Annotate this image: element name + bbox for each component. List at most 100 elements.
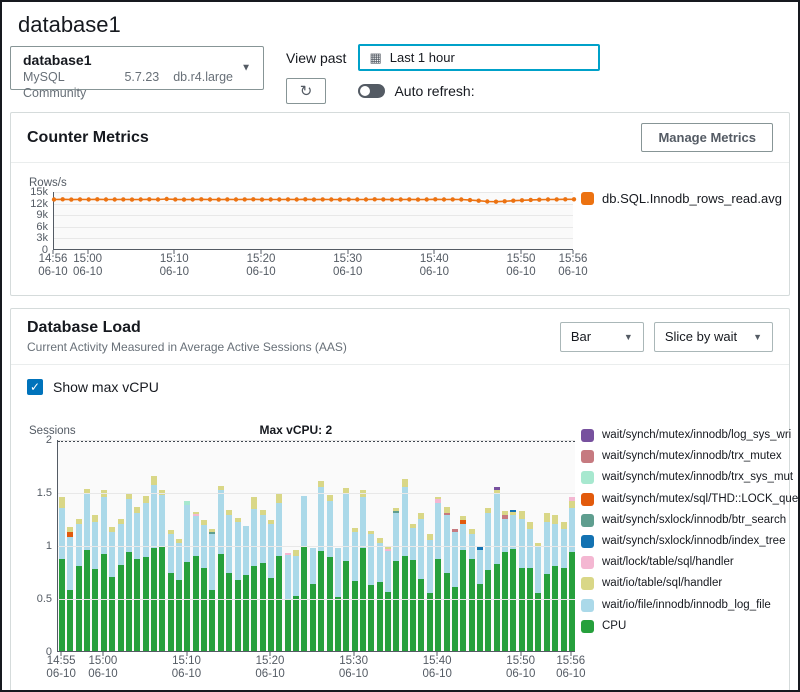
load-bar[interactable]: [402, 479, 408, 651]
legend-item[interactable]: wait/io/file/innodb/innodb_log_file: [581, 595, 785, 616]
load-bar[interactable]: [343, 488, 349, 651]
load-bar[interactable]: [485, 508, 491, 651]
database-selector-dropdown[interactable]: database1 MySQL Community 5.7.23 db.r4.l…: [10, 46, 264, 90]
legend-item[interactable]: wait/synch/mutex/innodb/log_sys_wri: [581, 425, 785, 446]
load-bar[interactable]: [293, 550, 299, 651]
bar-segment-cpu: [118, 565, 124, 651]
load-bar[interactable]: [360, 490, 366, 651]
load-bar[interactable]: [118, 519, 124, 651]
load-bar[interactable]: [92, 515, 98, 651]
y-tick-label: 9k: [36, 209, 48, 221]
show-max-vcpu-row: ✓ Show max vCPU: [11, 365, 789, 405]
auto-refresh-toggle[interactable]: [358, 84, 385, 98]
gridline: [58, 546, 575, 547]
load-bar[interactable]: [276, 494, 282, 651]
load-bar[interactable]: [544, 513, 550, 651]
load-bar[interactable]: [151, 476, 157, 651]
load-bar[interactable]: [418, 513, 424, 651]
bar-segment-cpu: [260, 563, 266, 651]
load-bar[interactable]: [176, 539, 182, 651]
legend-swatch: [581, 493, 594, 506]
bar-segment-cpu: [109, 577, 115, 651]
load-bar[interactable]: [519, 511, 525, 651]
load-bar[interactable]: [101, 490, 107, 651]
legend-item[interactable]: wait/synch/mutex/innodb/trx_mutex: [581, 446, 785, 467]
legend-item[interactable]: wait/synch/mutex/innodb/trx_sys_mut: [581, 467, 785, 488]
bar-segment-io_file: [435, 503, 441, 559]
load-bar[interactable]: [410, 524, 416, 651]
load-bar[interactable]: [143, 496, 149, 651]
load-bar[interactable]: [251, 497, 257, 651]
refresh-button[interactable]: ↻: [286, 78, 326, 104]
show-max-vcpu-checkbox[interactable]: ✓: [27, 379, 43, 395]
load-bar[interactable]: [393, 508, 399, 651]
load-bar[interactable]: [327, 495, 333, 651]
bar-segment-io_file: [343, 494, 349, 561]
counter-chart-area: Rows/s 15k12k9k6k3k0 14:5606-1015:0006-1…: [11, 163, 789, 295]
load-bar[interactable]: [435, 497, 441, 651]
load-bar[interactable]: [268, 520, 274, 651]
bar-segment-io_file: [176, 543, 182, 580]
load-bar[interactable]: [452, 529, 458, 651]
database-engine: MySQL Community: [23, 69, 110, 101]
load-bar[interactable]: [502, 511, 508, 651]
legend-swatch: [581, 450, 594, 463]
legend-item[interactable]: wait/synch/sxlock/innodb/index_tree: [581, 531, 785, 552]
time-range-value: Last 1 hour: [390, 50, 455, 65]
load-bar[interactable]: [494, 487, 500, 651]
bar-segment-cpu: [318, 551, 324, 651]
load-bar[interactable]: [168, 530, 174, 651]
counter-y-axis-title: Rows/s: [29, 177, 573, 189]
load-bar[interactable]: [201, 520, 207, 651]
load-bar[interactable]: [159, 490, 165, 651]
load-bar[interactable]: [318, 481, 324, 651]
legend-item[interactable]: wait/synch/mutex/sql/THD::LOCK_quer: [581, 489, 785, 510]
time-range-input[interactable]: ▦ Last 1 hour: [358, 44, 600, 71]
load-bar[interactable]: [76, 519, 82, 651]
load-bar[interactable]: [260, 510, 266, 651]
bar-segment-io_file: [193, 516, 199, 555]
counter-metrics-title: Counter Metrics: [27, 129, 149, 147]
load-plot[interactable]: Max vCPU: 2: [57, 440, 575, 652]
load-bar[interactable]: [569, 497, 575, 651]
legend-item[interactable]: db.SQL.Innodb_rows_read.avg: [581, 191, 782, 206]
manage-metrics-button[interactable]: Manage Metrics: [641, 123, 773, 152]
load-bar[interactable]: [184, 501, 190, 651]
bar-segment-cpu: [368, 585, 374, 651]
load-bar[interactable]: [243, 526, 249, 651]
load-bar[interactable]: [469, 529, 475, 651]
database-load-panel: Database Load Current Activity Measured …: [10, 308, 790, 692]
load-bar[interactable]: [377, 538, 383, 651]
load-bar[interactable]: [285, 553, 291, 651]
load-bar[interactable]: [427, 534, 433, 651]
load-bar[interactable]: [134, 507, 140, 651]
legend-item[interactable]: wait/synch/sxlock/innodb/btr_search: [581, 510, 785, 531]
load-bar[interactable]: [84, 489, 90, 651]
load-bar[interactable]: [59, 497, 65, 651]
load-bar[interactable]: [535, 543, 541, 651]
load-bar[interactable]: [444, 507, 450, 651]
legend-item[interactable]: CPU: [581, 616, 785, 637]
load-bar[interactable]: [527, 522, 533, 651]
legend-item[interactable]: wait/io/table/sql/handler: [581, 573, 785, 594]
load-bar[interactable]: [510, 510, 516, 651]
load-bar[interactable]: [552, 515, 558, 651]
slice-by-dropdown[interactable]: Slice by wait ▼: [654, 322, 773, 352]
load-bar[interactable]: [368, 531, 374, 651]
load-bar[interactable]: [561, 522, 567, 651]
load-bar[interactable]: [126, 493, 132, 651]
counter-plot[interactable]: [53, 192, 573, 250]
checkmark-icon: ✓: [30, 380, 40, 394]
load-bar[interactable]: [301, 496, 307, 651]
x-tick-label: 14:5506-10: [46, 655, 75, 681]
load-bar[interactable]: [235, 518, 241, 651]
bar-segment-io_file: [494, 494, 500, 564]
bar-segment-io_file: [352, 532, 358, 581]
chart-type-dropdown[interactable]: Bar ▼: [560, 322, 644, 352]
load-bar[interactable]: [209, 529, 215, 651]
load-bar[interactable]: [218, 486, 224, 651]
load-bar[interactable]: [226, 510, 232, 651]
load-bar[interactable]: [193, 512, 199, 651]
load-bar[interactable]: [460, 516, 466, 651]
legend-item[interactable]: wait/lock/table/sql/handler: [581, 552, 785, 573]
